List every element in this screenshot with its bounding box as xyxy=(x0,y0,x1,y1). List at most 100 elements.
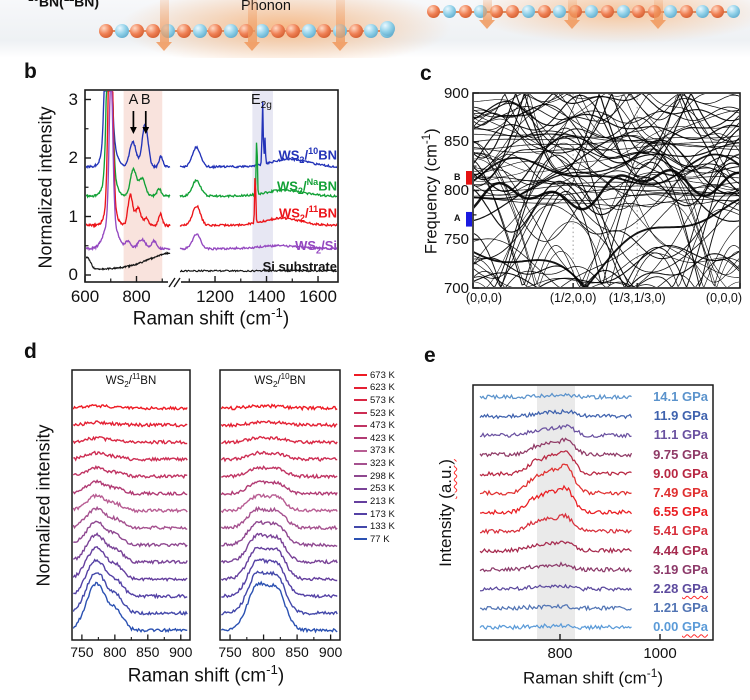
k-point-label: (0,0,0) xyxy=(465,291,503,305)
phonon-band xyxy=(474,252,739,287)
phonon-band xyxy=(474,174,739,287)
phonon-band xyxy=(474,153,739,186)
y-tick-label: 1 xyxy=(68,206,78,226)
phonon-band xyxy=(474,197,739,207)
legend-swatch xyxy=(354,475,367,478)
legend-label: 323 K xyxy=(370,458,395,470)
subpanel-title: WS2/10BN xyxy=(254,372,306,390)
phonon-arrow xyxy=(567,0,577,20)
panel-letter-b: b xyxy=(24,60,37,83)
y-tick-label: 750 xyxy=(443,230,469,248)
temperature-curve xyxy=(73,532,188,565)
nitrogen-atom xyxy=(364,24,379,38)
nitrogen-atom xyxy=(223,24,238,38)
legend-swatch xyxy=(354,500,367,503)
temperature-curve xyxy=(221,479,338,497)
pressure-label: 11.1 GPa xyxy=(653,427,708,443)
x-tick-label: 1600 xyxy=(299,287,337,306)
phonon-band xyxy=(474,104,739,172)
y-tick-label: 2 xyxy=(68,148,78,167)
legend-item: 673 K xyxy=(354,370,424,382)
boron-atom xyxy=(145,24,160,38)
temperature-curve xyxy=(73,435,188,445)
phonon-band xyxy=(474,94,739,186)
series-label: WS2/11BN xyxy=(278,204,337,224)
nitrogen-atom xyxy=(114,24,129,38)
pressure-label: 9.00 GPa xyxy=(653,465,708,481)
mode-marker-label: B xyxy=(454,171,461,182)
phonon-band xyxy=(474,110,739,176)
boron-atom xyxy=(286,24,301,38)
k-point-label: (0,0,0) xyxy=(705,291,743,305)
legend-item: 623 K xyxy=(354,382,424,394)
phonon-band xyxy=(474,94,739,210)
legend-swatch xyxy=(354,449,367,452)
phonon-band xyxy=(474,158,739,287)
peak-annotation: A xyxy=(128,92,139,108)
phonon-band xyxy=(474,167,739,232)
legend-swatch xyxy=(354,399,367,402)
temperature-curve xyxy=(221,532,338,565)
y-tick-label: 0 xyxy=(68,265,78,284)
legend-label: 298 K xyxy=(370,470,395,482)
phonon-band xyxy=(474,162,739,233)
phonon-band xyxy=(474,258,739,287)
phonon-band xyxy=(474,102,739,194)
mode-marker-label: A xyxy=(454,213,461,224)
temperature-curve xyxy=(73,581,188,633)
phonon-band xyxy=(474,117,739,283)
boron-atom xyxy=(208,24,223,38)
k-point-label: (1/2,0,0) xyxy=(549,291,597,305)
phonon-arrow xyxy=(159,0,169,42)
temperature-curve xyxy=(221,546,338,582)
temperature-curve xyxy=(221,570,338,616)
y-tick-label: 900 xyxy=(443,84,469,102)
boron-atom xyxy=(317,24,332,38)
highlight-band xyxy=(123,91,163,281)
nitrogen-atom xyxy=(585,5,598,18)
x-tick-label: 800 xyxy=(547,645,573,662)
phonon-band xyxy=(474,94,739,192)
pressure-label: 11.9 GPa xyxy=(653,408,708,424)
legend-item: 373 K xyxy=(354,445,424,457)
mode-marker xyxy=(466,211,472,227)
boron-atom xyxy=(270,24,285,38)
phonon-band xyxy=(474,100,739,141)
legend-label: 213 K xyxy=(370,496,395,507)
legend-item: 473 K xyxy=(354,420,424,432)
x-tick-label: 1400 xyxy=(247,287,286,306)
x-tick-label: 1000 xyxy=(643,645,677,662)
phonon-band xyxy=(474,94,739,141)
d-x-axis-title: Raman shift (cm-1) xyxy=(127,662,285,687)
pressure-label: 1.21 GPa xyxy=(653,600,708,616)
panel-letter-e: e xyxy=(424,344,436,367)
boron-atom xyxy=(427,5,440,18)
phonon-band xyxy=(474,133,739,142)
temperature-curve xyxy=(221,519,338,548)
panel-letter-c: c xyxy=(420,62,432,85)
phonon-band xyxy=(474,142,739,242)
nitrogen-atom xyxy=(521,5,535,18)
temperature-curve xyxy=(73,572,188,617)
legend-swatch xyxy=(354,374,367,377)
legend-item: 253 K xyxy=(354,483,424,495)
boron-atom xyxy=(458,5,472,18)
boron-atom xyxy=(711,5,725,18)
legend-swatch xyxy=(354,487,367,490)
phonon-band xyxy=(474,168,739,211)
temperature-curve xyxy=(221,419,338,429)
panel-a-schematic: 10BN(11BN) Phonon xyxy=(0,0,750,58)
legend-item: 573 K xyxy=(354,395,424,407)
legend-label: 573 K xyxy=(370,394,395,406)
phonon-band xyxy=(474,153,739,205)
phonon-band xyxy=(474,191,739,260)
e-y-axis-title: Intensity (a.u.) xyxy=(436,459,455,567)
k-point-label: (1/3,1/3,0) xyxy=(608,291,666,305)
temperature-curve xyxy=(73,558,188,600)
phonon-band xyxy=(474,142,739,200)
x-tick-label: 850 xyxy=(285,644,309,660)
phonon-band xyxy=(474,140,739,150)
series-label: WS2/10BN xyxy=(278,145,337,165)
nitrogen-atom xyxy=(442,5,456,18)
